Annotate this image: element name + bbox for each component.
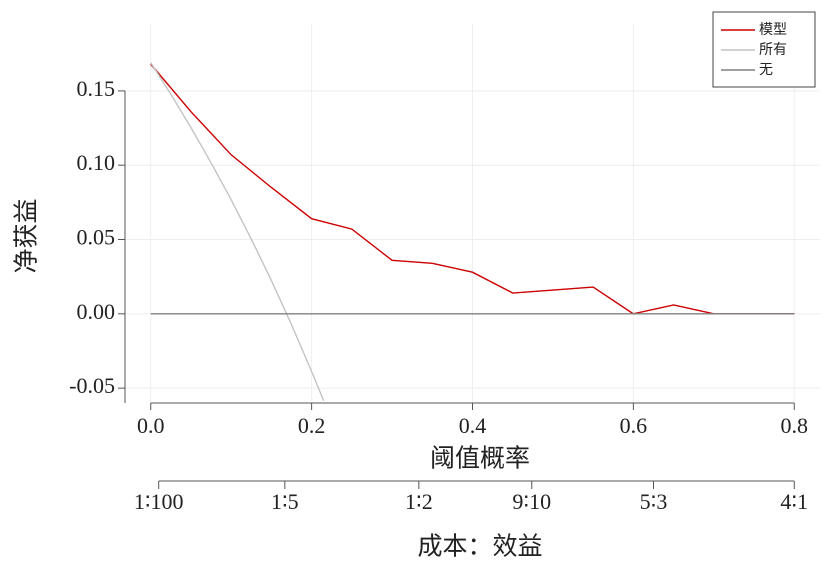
x2-tick-label: 5∶3 xyxy=(640,489,668,514)
series-line xyxy=(150,62,325,402)
legend-label: 所有 xyxy=(759,42,787,58)
y-tick-label: -0.05 xyxy=(69,373,115,398)
x2-tick-label: 1∶2 xyxy=(405,489,433,514)
y-tick-label: 0.05 xyxy=(77,225,116,250)
x2-tick-label: 4∶1 xyxy=(780,489,808,514)
y-axis-title: 净获益 xyxy=(12,198,41,273)
y-tick-label: 0.15 xyxy=(77,76,116,101)
y-tick-label: 0.00 xyxy=(77,299,116,324)
series-line xyxy=(150,63,795,315)
x2-axis-title: 成本：效益 xyxy=(417,532,542,561)
legend-label: 无 xyxy=(759,62,773,78)
x-tick-label: 0.8 xyxy=(781,413,809,438)
x2-tick-label: 9∶10 xyxy=(512,489,551,514)
legend-label: 模型 xyxy=(759,22,787,38)
x-tick-label: 0.0 xyxy=(137,413,165,438)
x-tick-label: 0.6 xyxy=(620,413,648,438)
x-tick-label: 0.4 xyxy=(459,413,487,438)
y-tick-label: 0.10 xyxy=(77,150,116,175)
x2-tick-label: 1∶5 xyxy=(271,489,299,514)
x-axis-title: 阈值概率 xyxy=(430,444,530,473)
x-tick-label: 0.2 xyxy=(298,413,326,438)
plot-area xyxy=(150,62,795,402)
x2-tick-label: 1∶100 xyxy=(134,489,184,514)
